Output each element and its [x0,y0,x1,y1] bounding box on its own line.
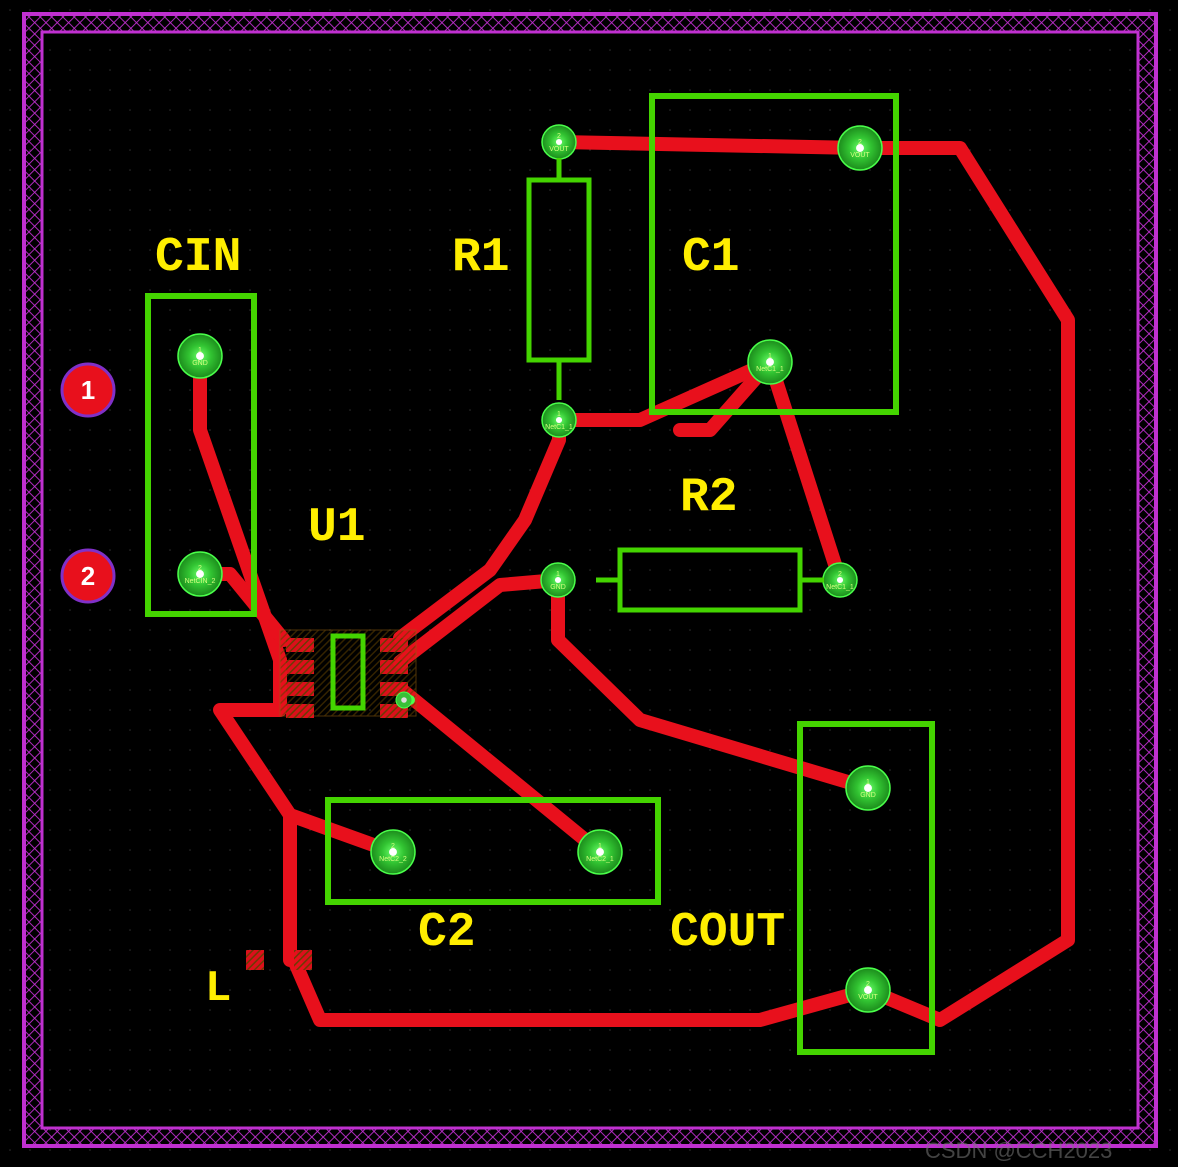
pcb-canvas: 1GND2NetCIN_22VOUT1NetC1_12VOUT1NetC1_11… [0,0,1178,1167]
refdes-C1: C1 [682,231,740,285]
pad-c2a: 2 NetC2_2 [371,830,415,874]
svg-text:VOUT: VOUT [858,994,878,1001]
svg-text:VOUT: VOUT [850,152,870,159]
svg-text:2: 2 [858,139,862,146]
svg-text:GND: GND [192,360,208,367]
svg-text:GND: GND [550,584,566,591]
pad-c1b: 1 NetC1_1 [748,340,792,384]
refdes-U1: U1 [308,501,366,555]
refdes-L: L [205,964,231,1014]
refdes-COUT: COUT [670,906,785,960]
svg-text:2: 2 [198,565,202,572]
pad-c2b: 1 NetC2_1 [578,830,622,874]
pad-r1b: 1 NetC1_1 [542,403,576,437]
refdes-CIN: CIN [155,231,241,285]
vias [396,692,412,708]
pad-cout1: 1 GND [846,766,890,810]
svg-text:VOUT: VOUT [549,146,569,153]
trace-t_u1L [290,815,294,960]
refdes-R1: R1 [452,231,510,285]
svg-text:1: 1 [198,347,202,354]
refdes-C2: C2 [418,906,476,960]
trace-t_r1top [559,142,860,148]
svg-text:1: 1 [598,843,602,850]
pad-r1a: 2 VOUT [542,125,576,159]
pad-cout2: 2 VOUT [846,968,890,1012]
svg-text:2: 2 [866,981,870,988]
svg-text:2: 2 [557,133,561,140]
svg-text:NetC1_1: NetC1_1 [545,424,573,431]
svg-text:NetC2_2: NetC2_2 [379,856,407,863]
svg-text:1: 1 [557,411,561,418]
probe-label-p2: 2 [81,561,95,591]
svg-text:NetCIN_2: NetCIN_2 [185,578,216,585]
svg-text:NetC1_1: NetC1_1 [826,584,854,591]
pad-r2a: 1 GND [541,563,575,597]
watermark: CSDN @CCH2023 [925,1138,1112,1163]
pad-cin2: 2 NetCIN_2 [178,552,222,596]
svg-text:2: 2 [391,843,395,850]
refdes-R2: R2 [680,471,738,525]
pad-r2b: 2 NetC1_1 [823,563,857,597]
probe-label-p1: 1 [81,375,95,405]
pad-c1a: 2 VOUT [838,126,882,170]
svg-text:1: 1 [866,779,870,786]
svg-text:NetC2_1: NetC2_1 [586,856,614,863]
svg-text:NetC1_1: NetC1_1 [756,366,784,373]
svg-text:2: 2 [838,571,842,578]
pad-cin1: 1 GND [178,334,222,378]
svg-text:1: 1 [768,353,772,360]
svg-text:1: 1 [556,571,560,578]
svg-text:GND: GND [860,792,876,799]
